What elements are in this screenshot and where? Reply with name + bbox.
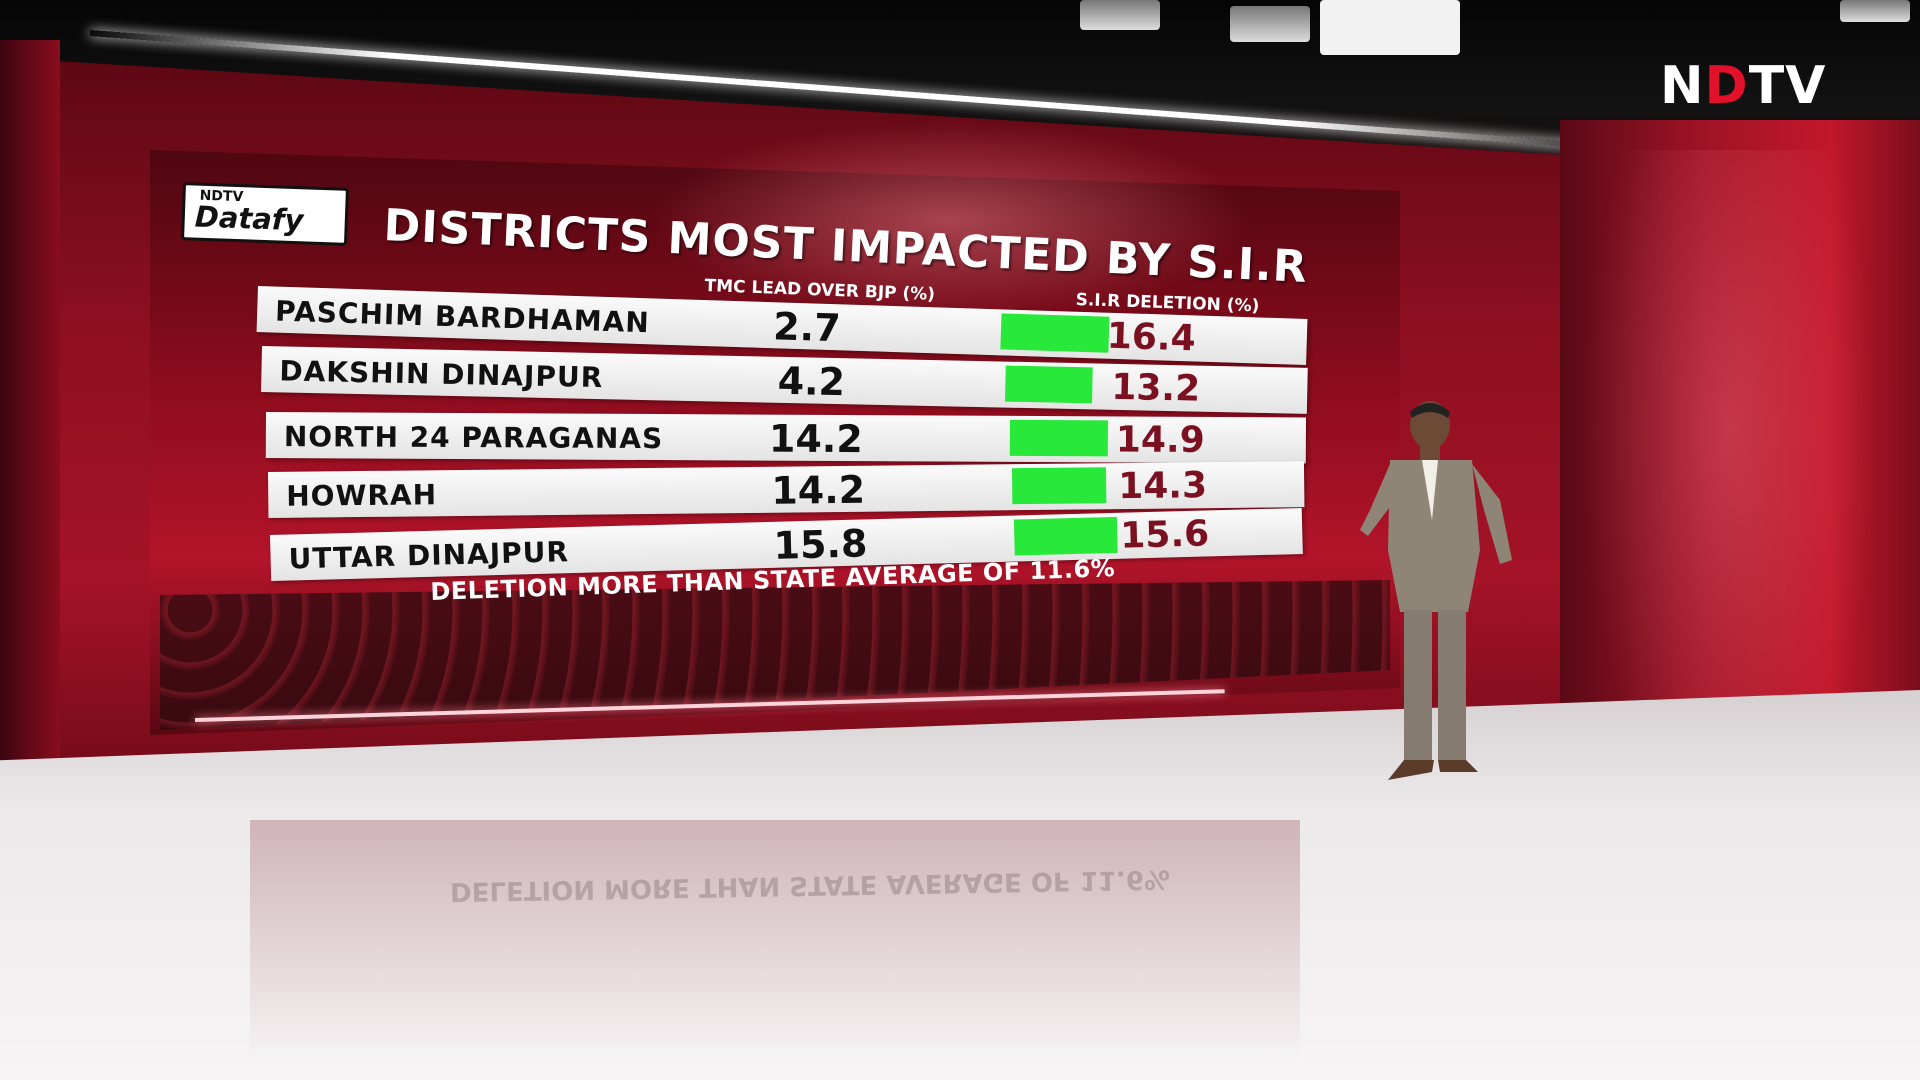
tmc-lead-value: 4.2 bbox=[777, 358, 846, 405]
studio-lamp bbox=[1840, 0, 1910, 22]
tmc-lead-value: 14.2 bbox=[771, 467, 866, 513]
district-name: DAKSHIN DINAJPUR bbox=[279, 354, 604, 395]
left-wall bbox=[0, 40, 60, 850]
tmc-lead-value: 2.7 bbox=[772, 304, 842, 351]
deletion-bar bbox=[1000, 313, 1110, 353]
deletion-value: 15.6 bbox=[1119, 513, 1210, 557]
deletion-bar bbox=[1013, 516, 1118, 556]
studio-floor bbox=[0, 690, 1920, 1080]
datafy-badge-main: Datafy bbox=[194, 199, 305, 238]
district-name: PASCHIM BARDHAMAN bbox=[274, 294, 651, 340]
studio-lamp bbox=[1080, 0, 1160, 30]
ndtv-logo: NDTV bbox=[1660, 56, 1827, 116]
deletion-value: 16.4 bbox=[1106, 315, 1197, 360]
screen-glow bbox=[650, 120, 1250, 320]
tmc-lead-value: 15.8 bbox=[772, 521, 868, 568]
floor-reflection bbox=[250, 820, 1300, 1060]
deletion-value: 14.9 bbox=[1115, 419, 1205, 461]
district-name: NORTH 24 PARAGANAS bbox=[283, 420, 664, 456]
studio-lamp bbox=[1320, 0, 1460, 55]
deletion-value: 13.2 bbox=[1110, 366, 1201, 410]
deletion-value: 14.3 bbox=[1117, 465, 1208, 508]
table-row: NORTH 24 PARAGANAS 14.2 14.9 bbox=[265, 412, 1306, 464]
deletion-bar bbox=[1009, 419, 1108, 457]
district-name: HOWRAH bbox=[286, 478, 438, 513]
tmc-lead-value: 14.2 bbox=[768, 416, 863, 462]
datafy-badge: NDTV Datafy bbox=[181, 182, 349, 246]
presenter-figure bbox=[1360, 401, 1512, 780]
studio-lamp bbox=[1230, 6, 1310, 42]
district-name: UTTAR DINAJPUR bbox=[288, 535, 570, 576]
deletion-bar bbox=[1004, 365, 1093, 404]
deletion-bar bbox=[1012, 467, 1107, 505]
